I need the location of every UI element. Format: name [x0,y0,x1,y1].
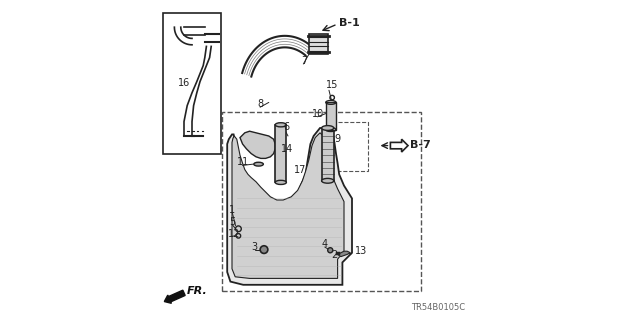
Text: 3: 3 [251,242,257,252]
Bar [332,122,368,171]
Text: 13: 13 [355,246,367,256]
Text: 4: 4 [322,239,328,249]
Text: B-1: B-1 [339,18,359,28]
Text: 17: 17 [294,165,307,175]
Text: 1: 1 [229,205,235,215]
Text: 9: 9 [334,134,340,144]
Text: 7: 7 [301,56,307,66]
Text: FR.: FR. [187,286,208,296]
Bar [275,125,287,182]
Bar [223,112,421,291]
Text: TR54B0105C: TR54B0105C [412,303,466,312]
Ellipse shape [275,180,287,185]
Ellipse shape [322,179,334,183]
Text: 15: 15 [326,80,339,90]
Ellipse shape [253,162,264,166]
Text: 11: 11 [237,157,249,167]
Text: 5: 5 [229,217,235,227]
Circle shape [260,246,268,253]
Polygon shape [338,251,351,257]
Ellipse shape [275,123,287,127]
Text: 8: 8 [257,99,263,109]
Text: 10: 10 [312,109,324,119]
FancyArrow shape [164,290,185,303]
Ellipse shape [322,126,334,131]
Bar [163,13,221,154]
Bar [326,102,336,130]
Text: 14: 14 [281,144,293,154]
Text: B-7: B-7 [410,140,431,150]
Bar [309,34,328,54]
Bar [322,128,334,181]
Text: 6: 6 [283,122,289,132]
Text: 12: 12 [228,229,241,239]
Circle shape [328,248,333,253]
Polygon shape [232,133,344,278]
Polygon shape [227,128,352,285]
Text: 16: 16 [178,78,190,88]
Text: 2: 2 [332,250,337,260]
Polygon shape [240,131,275,158]
